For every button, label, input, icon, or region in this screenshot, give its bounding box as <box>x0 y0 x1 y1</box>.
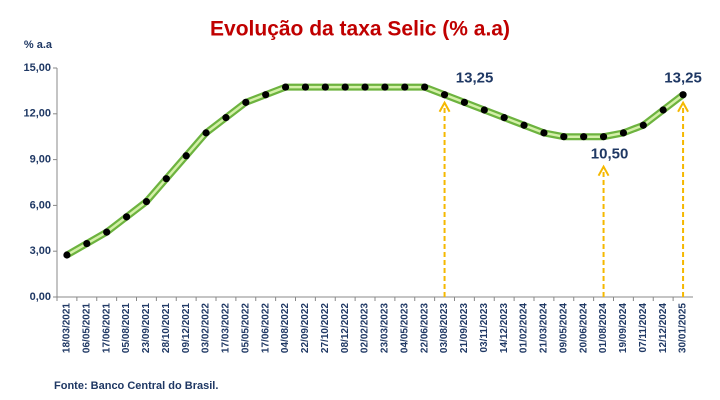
value-label: 10,50 <box>591 146 629 163</box>
x-tick-label: 09/05/2024 <box>558 303 569 353</box>
marker <box>321 83 329 91</box>
x-tick-label: 27/10/2022 <box>320 303 331 353</box>
marker <box>421 83 429 91</box>
marker <box>520 121 528 129</box>
marker <box>301 83 310 91</box>
x-tick-label: 22/09/2022 <box>300 303 311 353</box>
x-tick-label: 18/03/2021 <box>62 303 73 353</box>
x-tick-label: 22/06/2023 <box>419 303 430 353</box>
marker <box>580 133 588 141</box>
arrow-head <box>438 100 451 113</box>
x-tick-label: 28/10/2021 <box>161 303 172 353</box>
marker <box>659 106 667 114</box>
x-tick-label: 17/03/2022 <box>221 303 232 353</box>
x-tick-label: 04/08/2022 <box>280 303 291 353</box>
marker <box>162 175 170 183</box>
x-tick-label: 21/03/2024 <box>539 303 550 353</box>
x-tick-label: 14/12/2023 <box>499 303 510 353</box>
y-axis-label: % a.a <box>24 39 53 51</box>
marker <box>679 91 687 99</box>
marker <box>599 133 608 141</box>
x-tick-label: 09/12/2021 <box>181 303 192 353</box>
marker <box>401 83 409 91</box>
marker <box>202 129 210 137</box>
x-tick-label: 01/08/2024 <box>598 303 609 353</box>
marker <box>460 98 469 106</box>
marker <box>222 114 230 122</box>
x-tick-label: 03/08/2023 <box>439 303 450 353</box>
value-label: 13,25 <box>456 70 494 87</box>
x-tick-label: 03/02/2022 <box>201 303 212 353</box>
x-tick-label: 20/06/2024 <box>578 303 589 353</box>
marker <box>480 106 488 114</box>
x-tick-label: 06/05/2021 <box>81 303 92 353</box>
x-tick-label: 05/05/2022 <box>240 303 251 353</box>
x-tick-label: 02/02/2023 <box>360 303 371 353</box>
x-tick-label: 08/12/2022 <box>340 303 351 353</box>
chart-title: Evolução da taxa Selic (% a.a) <box>210 18 510 41</box>
y-tick-label: 3,00 <box>30 245 51 257</box>
marker <box>63 251 71 259</box>
marker <box>281 83 290 91</box>
arrow-head <box>597 164 610 177</box>
marker <box>440 91 449 99</box>
marker <box>242 98 250 106</box>
marker <box>262 91 270 99</box>
marker <box>341 83 349 91</box>
y-tick-label: 15,00 <box>23 62 51 74</box>
x-tick-label: 03/11/2023 <box>479 303 490 353</box>
x-tick-label: 12/12/2024 <box>658 303 669 353</box>
marker <box>381 83 389 91</box>
marker <box>500 114 508 122</box>
line <box>65 83 686 259</box>
arrow-head <box>677 100 689 113</box>
marker <box>639 121 647 129</box>
x-tick-label: 21/09/2023 <box>459 303 470 353</box>
marker <box>540 129 548 137</box>
x-tick-label: 04/05/2023 <box>399 303 410 353</box>
source: Fonte: Banco Central do Brasil. <box>54 380 218 392</box>
x-tick-label: 01/02/2024 <box>519 303 530 353</box>
y-tick-label: 0,00 <box>30 291 51 303</box>
x-tick-label: 17/06/2022 <box>260 303 271 353</box>
x-tick-label: 07/11/2024 <box>638 303 649 353</box>
x-tick-label: 30/01/2025 <box>678 303 689 353</box>
y-tick-label: 9,00 <box>30 154 51 166</box>
marker <box>83 239 91 248</box>
x-tick-label: 05/08/2021 <box>121 303 132 353</box>
marker <box>619 129 628 137</box>
x-tick-label: 23/09/2021 <box>141 303 152 353</box>
marker <box>182 152 190 160</box>
marker <box>103 228 111 236</box>
marker <box>560 133 568 141</box>
marker <box>142 197 151 206</box>
marker <box>361 83 369 91</box>
x-tick-label: 19/09/2024 <box>618 303 629 353</box>
y-tick-label: 6,00 <box>30 199 51 211</box>
marker <box>122 213 131 221</box>
x-tick-label: 23/03/2023 <box>380 303 391 353</box>
y-tick-label: 12,00 <box>23 108 51 120</box>
line-highlight <box>66 85 684 257</box>
value-label: 13,25 <box>664 70 702 87</box>
x-tick-label: 17/06/2021 <box>101 303 112 353</box>
